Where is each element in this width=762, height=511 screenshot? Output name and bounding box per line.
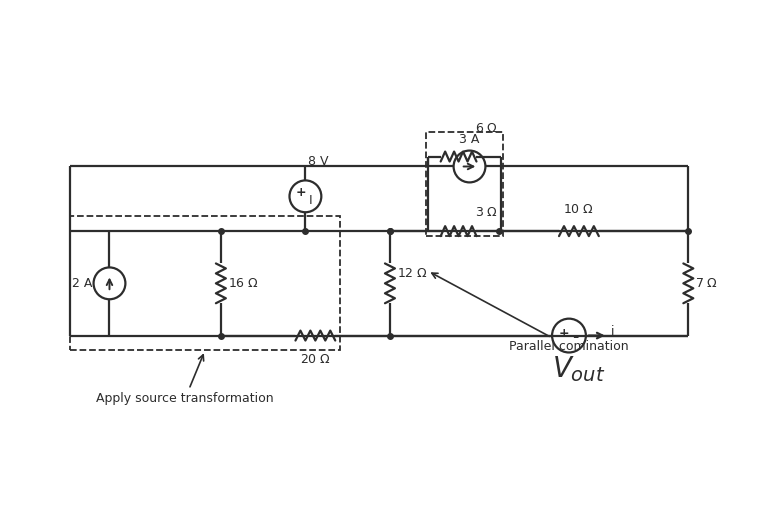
Text: 20 $\Omega$: 20 $\Omega$ <box>300 354 331 366</box>
Text: $V_{out}$: $V_{out}$ <box>552 354 606 384</box>
Bar <box>426 132 504 236</box>
Text: Parallel comination: Parallel comination <box>432 273 629 354</box>
Text: -: - <box>572 329 578 344</box>
Text: 10 $\Omega$: 10 $\Omega$ <box>563 203 594 216</box>
Text: 3 A: 3 A <box>459 132 480 146</box>
Text: 3 $\Omega$: 3 $\Omega$ <box>475 206 498 219</box>
Bar <box>69 216 340 351</box>
Text: +: + <box>295 186 306 199</box>
Text: 2 A: 2 A <box>72 277 92 290</box>
Text: Apply source transformation: Apply source transformation <box>96 355 274 405</box>
Text: i: i <box>611 325 614 338</box>
Text: 6 $\Omega$: 6 $\Omega$ <box>475 122 498 135</box>
Text: 12 $\Omega$: 12 $\Omega$ <box>397 267 428 280</box>
Text: 16 $\Omega$: 16 $\Omega$ <box>228 277 259 290</box>
Text: I: I <box>309 194 312 207</box>
Text: +: + <box>559 327 569 340</box>
Text: 7 $\Omega$: 7 $\Omega$ <box>695 277 719 290</box>
Text: 8 V: 8 V <box>309 154 329 168</box>
